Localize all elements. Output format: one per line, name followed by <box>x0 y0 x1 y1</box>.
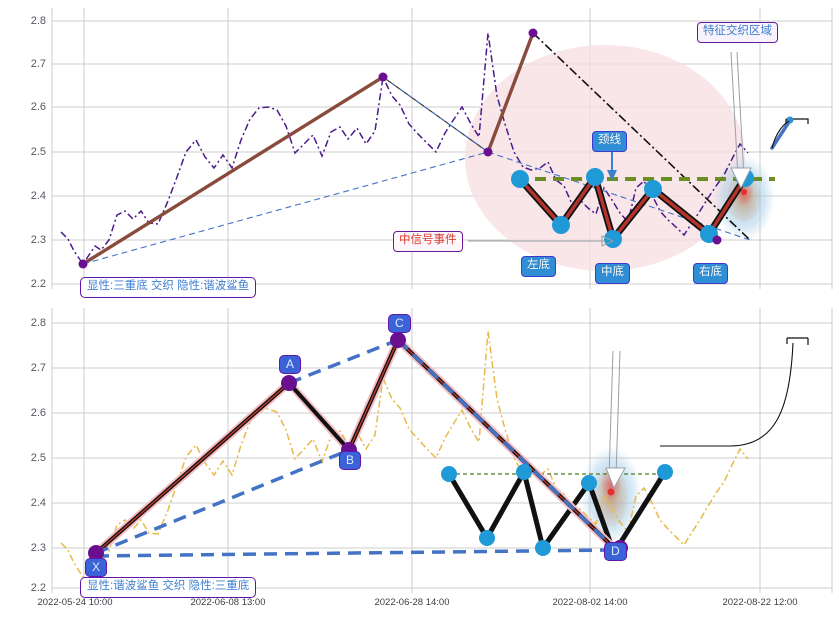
feature-zone-arrow-bottom <box>605 350 626 490</box>
harmonic-point-a-label[interactable]: A <box>279 355 302 374</box>
signal-event-leader <box>468 235 615 247</box>
bottom-vertical-gridlines <box>51 308 833 593</box>
x-axis: 2022-05-24 10:00 2022-06-08 13:00 2022-0… <box>0 597 839 617</box>
top-neckline-dashdot <box>532 32 751 241</box>
bottom-chart-panel: 2.8 2.7 2.6 2.5 2.4 2.3 2.2 X A B C D 特征… <box>0 300 839 617</box>
top-chart-plot <box>51 8 833 289</box>
y-tick-bottom-3: 2.5 <box>30 452 46 464</box>
bottom-chart-plot <box>51 308 833 593</box>
neckline-label[interactable]: 颈线 <box>592 131 627 152</box>
y-tick-bottom-4: 2.4 <box>30 497 46 509</box>
x-tick-0: 2022-05-24 10:00 <box>37 597 113 608</box>
bottom-legend-label[interactable]: 显性:谐波鲨鱼 交织 隐性:三重底 <box>80 577 257 598</box>
bottom-plot-background <box>52 308 832 593</box>
top-chart-panel: 2.8 2.7 2.6 2.5 2.4 2.3 2.2 特征交织区域 颈线 中信… <box>0 0 839 300</box>
x-tick-3: 2022-08-02 14:00 <box>552 597 628 608</box>
top-legend-label[interactable]: 显性:三重底 交织 隐性:谐波鲨鱼 <box>80 277 257 298</box>
bottom-shark-guides <box>95 338 616 558</box>
y-tick-top-3: 2.5 <box>30 146 46 158</box>
bottom-price-line <box>60 330 749 579</box>
y-tick-bottom-0: 2.8 <box>30 317 46 329</box>
top-harmonic-markers <box>78 28 722 269</box>
top-price-line <box>60 32 749 266</box>
feature-zone-label-top[interactable]: 特征交织区域 <box>697 22 778 43</box>
feature-zone-arrow-top <box>730 51 752 190</box>
harmonic-point-c-label[interactable]: C <box>388 314 411 333</box>
neckline-arrow <box>607 152 617 181</box>
y-tick-top-0: 2.8 <box>30 15 46 27</box>
y-tick-top-1: 2.7 <box>30 58 46 70</box>
y-tick-bottom-1: 2.7 <box>30 362 46 374</box>
right-bottom-label[interactable]: 右底 <box>693 263 728 284</box>
x-tick-2: 2022-06-28 14:00 <box>374 597 450 608</box>
harmonic-point-b-label[interactable]: B <box>339 451 362 470</box>
y-tick-bottom-6: 2.2 <box>30 582 46 594</box>
x-tick-4: 2022-08-22 12:00 <box>722 597 798 608</box>
y-tick-top-4: 2.4 <box>30 190 46 202</box>
y-tick-bottom-2: 2.6 <box>30 407 46 419</box>
y-tick-top-5: 2.3 <box>30 234 46 246</box>
left-bottom-label[interactable]: 左底 <box>521 256 556 277</box>
pink-feature-ellipse <box>465 45 745 271</box>
y-tick-top-6: 2.2 <box>30 278 46 290</box>
signal-event-label[interactable]: 中信号事件 <box>393 231 463 252</box>
x-tick-1: 2022-06-08 13:00 <box>190 597 266 608</box>
bottom-y-axis: 2.8 2.7 2.6 2.5 2.4 2.3 2.2 <box>0 300 46 617</box>
middle-bottom-label[interactable]: 中底 <box>595 263 630 284</box>
harmonic-point-x-label[interactable]: X <box>85 558 108 577</box>
harmonic-point-d-label[interactable]: D <box>604 542 627 561</box>
top-shark-guides <box>82 76 751 265</box>
top-right-hook-annotation <box>770 116 809 150</box>
top-y-axis: 2.8 2.7 2.6 2.5 2.4 2.3 2.2 <box>0 0 46 300</box>
y-tick-bottom-5: 2.3 <box>30 542 46 554</box>
y-tick-top-2: 2.6 <box>30 101 46 113</box>
bottom-right-curve-annotation <box>660 337 809 447</box>
